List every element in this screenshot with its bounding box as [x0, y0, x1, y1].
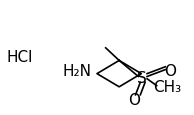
Text: HCl: HCl: [7, 50, 33, 65]
Text: CH₃: CH₃: [153, 80, 181, 95]
Text: H₂N: H₂N: [62, 64, 91, 79]
Text: O: O: [164, 64, 176, 79]
Text: S: S: [137, 70, 147, 85]
Text: O: O: [129, 92, 141, 107]
